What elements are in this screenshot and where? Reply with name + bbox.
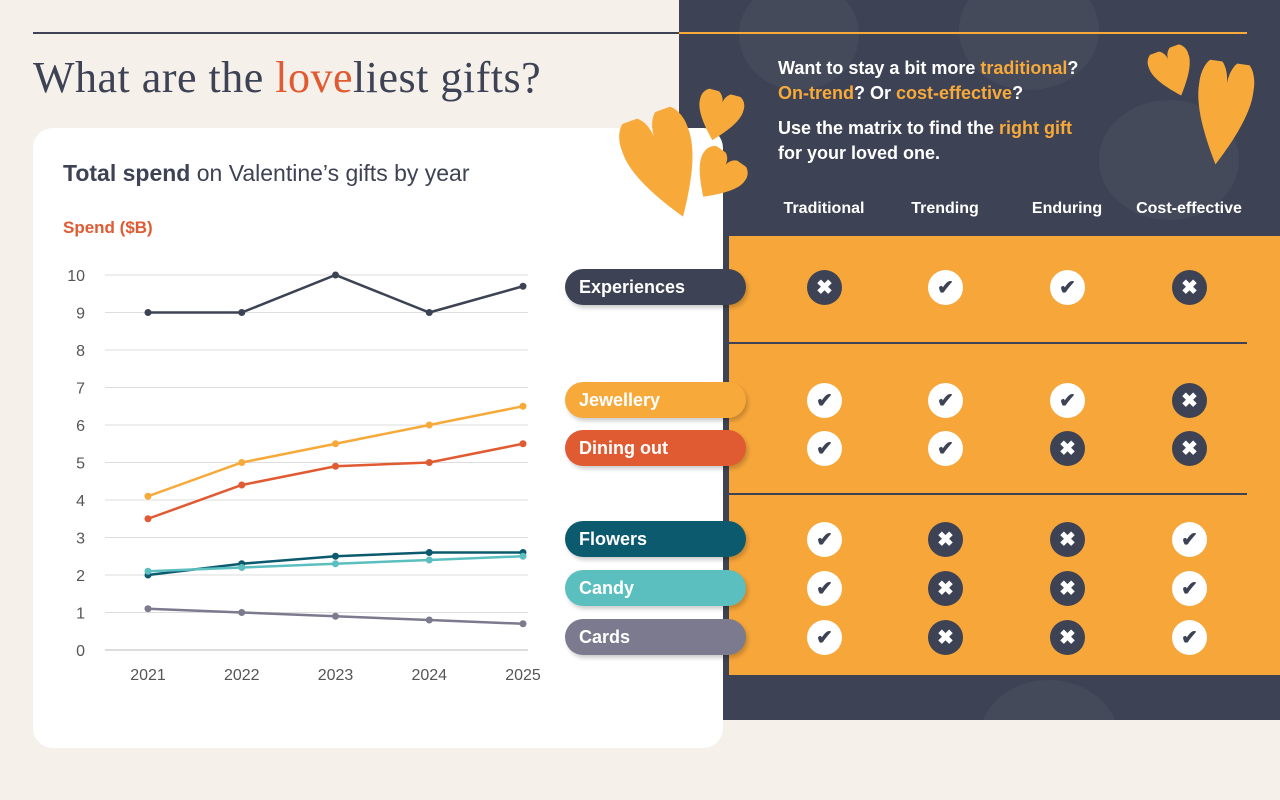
check-icon: ✔	[928, 383, 963, 418]
heart-icon	[1147, 44, 1190, 96]
intro-text: Want to stay a bit more traditional? On-…	[778, 58, 1079, 163]
check-icon: ✔	[1050, 383, 1085, 418]
cross-icon: ✖	[1050, 571, 1085, 606]
cross-icon: ✖	[928, 522, 963, 557]
heart-icon	[1198, 58, 1255, 165]
check-icon: ✔	[1050, 270, 1085, 305]
divider	[729, 493, 1247, 495]
row-label-experiences: Experiences	[565, 269, 746, 305]
row-label-flowers: Flowers	[565, 521, 746, 557]
column-header-cost-effective: Cost-effective	[1136, 200, 1242, 217]
page-title: What are the loveliest gifts?	[33, 53, 542, 102]
chart-title: Total spend on Valentine’s gifts by year	[63, 160, 470, 186]
column-header-enduring: Enduring	[1031, 200, 1103, 217]
cross-icon: ✖	[1172, 270, 1207, 305]
cross-icon: ✖	[1050, 431, 1085, 466]
check-icon: ✔	[807, 522, 842, 557]
cross-icon: ✖	[928, 571, 963, 606]
heart-icon	[699, 146, 748, 197]
background-heart	[739, 0, 859, 90]
cross-icon: ✖	[1050, 522, 1085, 557]
heart-icon	[619, 105, 693, 217]
check-icon: ✔	[807, 620, 842, 655]
row-label-dining-out: Dining out	[565, 430, 746, 466]
check-icon: ✔	[1172, 620, 1207, 655]
check-icon: ✔	[928, 270, 963, 305]
top-rule-accent	[679, 32, 1247, 34]
column-header-traditional: Traditional	[783, 200, 865, 217]
check-icon: ✔	[1172, 571, 1207, 606]
divider	[729, 342, 1247, 344]
check-icon: ✔	[807, 431, 842, 466]
row-label-cards: Cards	[565, 619, 746, 655]
y-axis-label: Spend ($B)	[63, 218, 153, 237]
top-rule	[33, 32, 679, 34]
check-icon: ✔	[1172, 522, 1207, 557]
check-icon: ✔	[807, 383, 842, 418]
background-heart	[979, 680, 1119, 800]
check-icon: ✔	[928, 431, 963, 466]
cross-icon: ✖	[1172, 431, 1207, 466]
column-header-trending: Trending	[911, 200, 979, 217]
row-label-candy: Candy	[565, 570, 746, 606]
row-label-jewellery: Jewellery	[565, 382, 746, 418]
heart-icon	[699, 88, 745, 141]
cross-icon: ✖	[928, 620, 963, 655]
check-icon: ✔	[807, 571, 842, 606]
cross-icon: ✖	[1050, 620, 1085, 655]
cross-icon: ✖	[1172, 383, 1207, 418]
cross-icon: ✖	[807, 270, 842, 305]
